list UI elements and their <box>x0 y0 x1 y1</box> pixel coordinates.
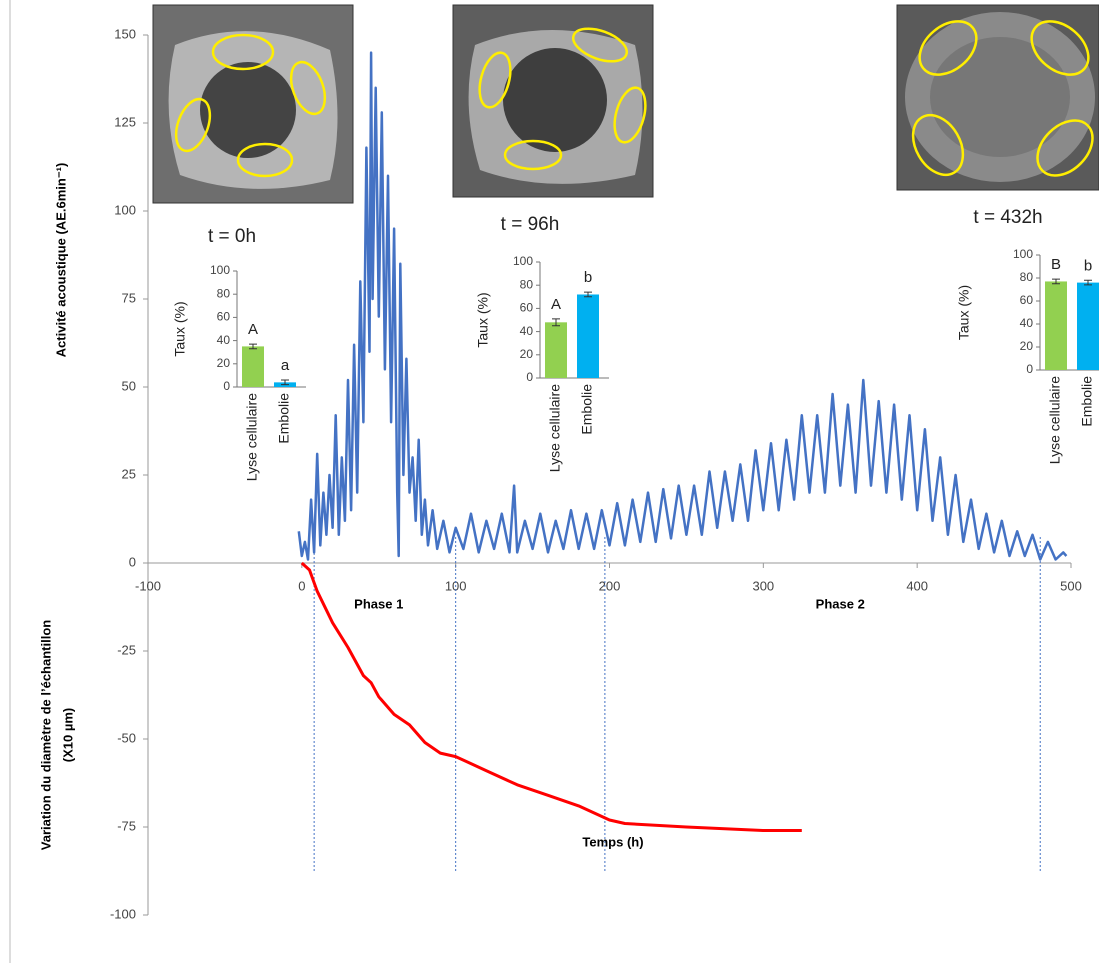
y-tick-label: 100 <box>513 254 533 268</box>
y-tick-label: 80 <box>520 277 534 291</box>
y-tick-label: -75 <box>117 818 136 833</box>
y-tick-label: 80 <box>217 286 231 300</box>
time-label: t = 0h <box>208 226 256 247</box>
micrograph <box>152 4 354 204</box>
y-tick-label: 60 <box>217 310 231 324</box>
y-tick-label: 20 <box>217 356 231 370</box>
x-axis-title: Temps (h) <box>582 834 643 849</box>
y-axis-title: Taux (%) <box>172 301 188 356</box>
significance-letter: B <box>1051 256 1061 273</box>
y-tick-label: 0 <box>1026 362 1033 376</box>
significance-letter: a <box>281 357 290 374</box>
error-bar <box>584 291 592 298</box>
data-line <box>297 51 1068 561</box>
x-tick-label: 500 <box>1060 578 1082 593</box>
data-line <box>300 561 802 832</box>
y-tick-label: 60 <box>520 301 534 315</box>
x-tick-label: 400 <box>906 578 928 593</box>
error-bar <box>1084 279 1092 286</box>
error-bar <box>249 343 257 350</box>
x-tick-label: 0 <box>298 578 305 593</box>
y-tick-label: 100 <box>1013 247 1033 261</box>
error-bar <box>281 379 289 386</box>
y-tick-label: 150 <box>114 26 136 41</box>
x-tick-label: -100 <box>135 578 161 593</box>
x-tick-label: Embolie <box>1079 376 1095 427</box>
y-tick-label: 0 <box>129 554 136 569</box>
x-tick-label: Embolie <box>579 384 595 435</box>
y-tick-label: 40 <box>1020 316 1034 330</box>
significance-letter: A <box>551 296 561 313</box>
y-tick-label: -50 <box>117 730 136 745</box>
x-tick-label: 200 <box>599 578 621 593</box>
y-axis-title: (X10 µm) <box>60 708 75 762</box>
y-tick-label: 100 <box>210 263 230 277</box>
micrograph <box>452 4 654 198</box>
y-tick-label: 125 <box>114 114 136 129</box>
phase-label: Phase 2 <box>816 596 865 611</box>
x-tick-label: Lyse cellulaire <box>244 393 260 481</box>
x-tick-label: Embolie <box>276 393 292 444</box>
bar <box>1077 282 1099 370</box>
bar <box>577 294 599 378</box>
y-tick-label: 40 <box>217 333 231 347</box>
y-tick-label: -100 <box>110 906 136 921</box>
y-axis-title: Taux (%) <box>475 292 491 347</box>
significance-letter: b <box>1084 257 1092 274</box>
y-axis-title: Taux (%) <box>956 285 972 340</box>
time-label: t = 432h <box>973 207 1042 228</box>
y-tick-label: 60 <box>1020 293 1034 307</box>
y-tick-label: 0 <box>223 379 230 393</box>
y-axis-title: Variation du diamètre de l’échantillon <box>38 620 53 850</box>
y-tick-label: 75 <box>122 290 136 305</box>
phase-label: Phase 1 <box>354 596 403 611</box>
significance-letter: b <box>584 269 592 286</box>
y-axis-title: Activité acoustique (AE.6min⁻¹) <box>53 163 68 358</box>
y-tick-label: 25 <box>122 466 136 481</box>
y-tick-label: 20 <box>1020 339 1034 353</box>
error-bar <box>1052 278 1060 285</box>
micrograph <box>896 4 1099 191</box>
y-tick-label: 40 <box>520 324 534 338</box>
y-tick-label: -25 <box>117 642 136 657</box>
x-tick-label: Lyse cellulaire <box>1047 376 1063 464</box>
bar <box>1045 281 1067 370</box>
x-tick-label: Lyse cellulaire <box>547 384 563 472</box>
y-tick-label: 50 <box>122 378 136 393</box>
significance-letter: A <box>248 321 258 338</box>
error-bar <box>552 318 560 327</box>
y-tick-label: 80 <box>1020 270 1034 284</box>
time-label: t = 96h <box>501 214 560 235</box>
bar <box>545 322 567 378</box>
bar <box>242 346 264 387</box>
x-tick-label: 300 <box>752 578 774 593</box>
y-tick-label: 20 <box>520 347 534 361</box>
y-tick-label: 100 <box>114 202 136 217</box>
y-tick-label: 0 <box>526 370 533 384</box>
